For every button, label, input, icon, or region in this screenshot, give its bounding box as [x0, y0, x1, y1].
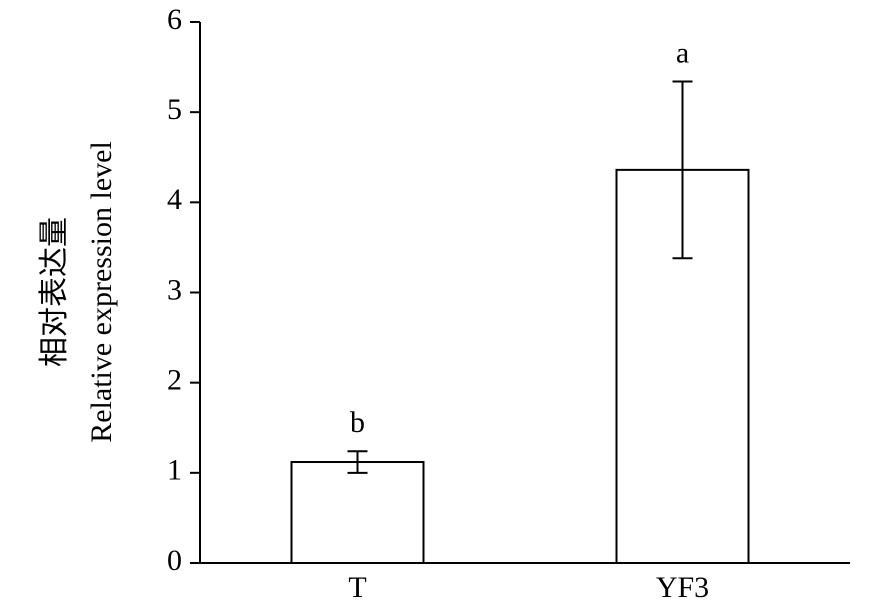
y-tick-label: 6	[167, 3, 182, 36]
x-tick-label: T	[348, 571, 366, 604]
y-label-en-group: Relative expression level	[85, 141, 118, 443]
y-label-cn-group: 相对表达量	[38, 217, 71, 367]
y-tick-label: 0	[167, 544, 182, 577]
y-axis-label: 相对表达量	[38, 217, 71, 367]
y-tick-label: 3	[167, 273, 182, 306]
bar	[290, 461, 425, 564]
significance-label: b	[350, 406, 365, 439]
y-tick-label: 4	[167, 183, 182, 216]
y-tick-label: 1	[167, 454, 182, 487]
y-tick-label: 5	[167, 93, 182, 126]
y-axis-label: Relative expression level	[85, 141, 118, 443]
significance-label: a	[676, 36, 689, 69]
x-tick-label: YF3	[656, 571, 709, 604]
y-tick-label: 2	[167, 364, 182, 397]
